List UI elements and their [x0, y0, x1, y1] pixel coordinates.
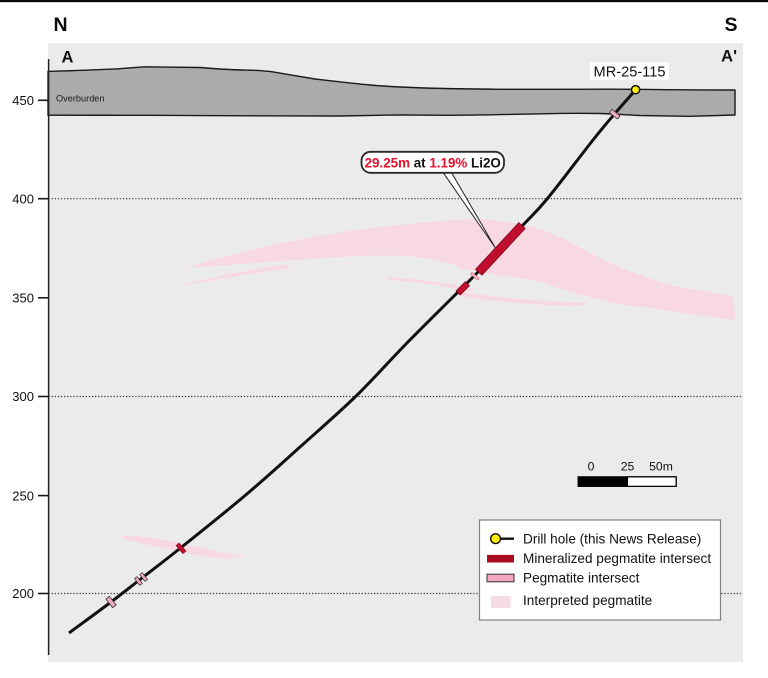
svg-text:Pegmatite intersect: Pegmatite intersect — [523, 571, 640, 586]
svg-text:A: A — [62, 49, 74, 67]
svg-text:0: 0 — [588, 460, 595, 474]
svg-text:Drill hole (this News Release): Drill hole (this News Release) — [523, 531, 701, 546]
svg-text:MR-25-115: MR-25-115 — [594, 65, 666, 81]
svg-text:Interpreted pegmatite: Interpreted pegmatite — [523, 593, 652, 608]
svg-text:25: 25 — [621, 460, 635, 474]
svg-text:Overburden: Overburden — [56, 93, 105, 103]
svg-text:300: 300 — [12, 389, 34, 404]
svg-text:200: 200 — [12, 586, 34, 601]
svg-text:29.25m at 1.19% Li2O: 29.25m at 1.19% Li2O — [365, 155, 501, 170]
svg-text:400: 400 — [12, 191, 34, 206]
svg-text:250: 250 — [12, 488, 34, 503]
svg-text:50m: 50m — [649, 460, 673, 474]
svg-text:A': A' — [721, 48, 737, 66]
svg-text:S: S — [724, 14, 737, 36]
svg-text:Mineralized pegmatite intersec: Mineralized pegmatite intersect — [523, 551, 711, 566]
svg-text:N: N — [53, 14, 67, 36]
svg-text:350: 350 — [12, 291, 34, 306]
svg-text:450: 450 — [12, 93, 34, 108]
